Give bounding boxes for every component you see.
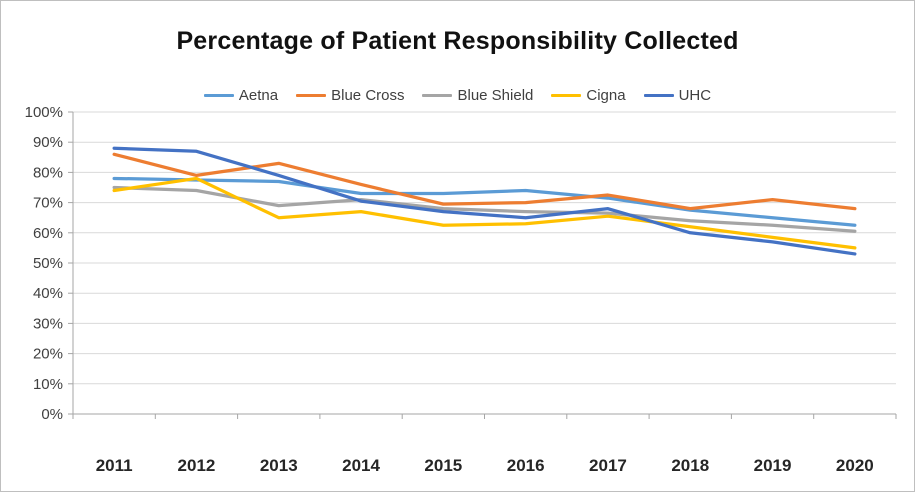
- legend-line-swatch: [643, 94, 674, 97]
- legend-line-swatch: [551, 94, 582, 97]
- legend-item-cigna: Cigna: [551, 87, 626, 104]
- x-tick-label: 2019: [754, 456, 792, 475]
- legend-label: Blue Shield: [457, 87, 534, 104]
- chart-legend: Aetna Blue Cross Blue Shield Cigna UHC: [1, 87, 914, 104]
- y-tick-label: 80%: [33, 164, 63, 181]
- legend-item-blue-cross: Blue Cross: [296, 87, 404, 104]
- series-line-blue-cross: [112, 152, 857, 211]
- legend-label: Aetna: [238, 87, 279, 104]
- y-tick-label: 70%: [33, 195, 63, 212]
- y-tick-label: 10%: [33, 376, 63, 393]
- legend-label: Blue Cross: [331, 87, 405, 104]
- legend-item-uhc: UHC: [643, 87, 712, 104]
- legend-label: Cigna: [586, 87, 626, 104]
- legend-line-swatch: [422, 94, 453, 97]
- series-line-aetna: [112, 176, 857, 227]
- y-tick-label: 90%: [33, 134, 63, 151]
- y-tick-label: 0%: [41, 406, 63, 423]
- x-tick-label: 2018: [671, 456, 709, 475]
- x-tick-label: 2015: [424, 456, 462, 475]
- y-tick-label: 60%: [33, 225, 63, 242]
- y-tick-label: 50%: [33, 255, 63, 272]
- y-tick-label: 40%: [33, 285, 63, 302]
- y-tick-label: 100%: [25, 104, 63, 121]
- y-tick-label: 30%: [33, 315, 63, 332]
- x-tick-label: 2014: [342, 456, 380, 475]
- legend-label: UHC: [678, 87, 712, 104]
- x-tick-label: 2016: [507, 456, 545, 475]
- series-line-cigna: [112, 176, 857, 250]
- x-tick-label: 2011: [96, 456, 133, 475]
- legend-line-swatch: [203, 94, 234, 97]
- legend-item-aetna: Aetna: [203, 87, 279, 104]
- x-tick-label: 2020: [836, 456, 874, 475]
- y-tick-label: 20%: [33, 346, 63, 363]
- legend-line-swatch: [296, 94, 327, 97]
- chart-title: Percentage of Patient Responsibility Col…: [176, 27, 739, 55]
- x-tick-label: 2017: [589, 456, 627, 475]
- legend-item-blue-shield: Blue Shield: [422, 87, 533, 104]
- series-line-uhc: [112, 146, 857, 256]
- x-tick-label: 2013: [260, 456, 298, 475]
- x-tick-label: 2012: [178, 456, 216, 475]
